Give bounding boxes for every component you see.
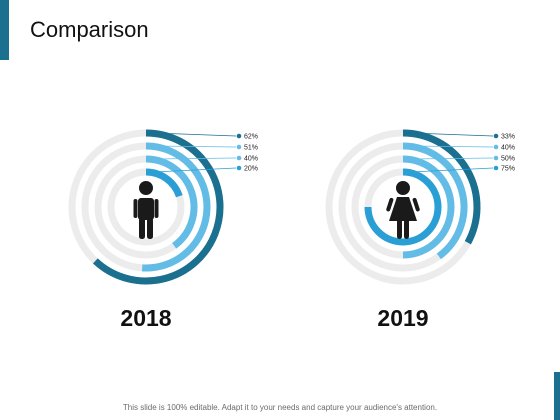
- leader-line: [403, 132, 494, 137]
- leader-dot: [493, 144, 499, 150]
- ring-arc-40: [402, 142, 468, 260]
- leader-line: [146, 157, 237, 160]
- corner-accent-mark: [554, 372, 560, 420]
- leader-dot: [236, 144, 242, 150]
- leader-dot: [493, 133, 499, 139]
- leader-line: [403, 157, 494, 160]
- ring-arc-40: [145, 155, 198, 249]
- leader-dot: [493, 165, 499, 171]
- female-person-icon: [386, 181, 420, 239]
- leader-line: [403, 167, 494, 173]
- leader-line: [146, 145, 237, 148]
- leader-line: [146, 167, 237, 173]
- leader-line: [146, 132, 237, 137]
- year-label: 2019: [377, 305, 428, 331]
- ring-label: 20%: [244, 166, 258, 173]
- ring-arc-50: [402, 155, 455, 259]
- year-label: 2018: [120, 305, 171, 331]
- radial-chart-2019: 33% 40% 50% 75% 2019: [325, 129, 515, 331]
- ring-arc-75: [364, 168, 442, 246]
- leader-dot: [236, 165, 242, 171]
- ring-label: 75%: [501, 166, 515, 173]
- leader-dot: [236, 133, 242, 139]
- ring-arc-62: [92, 129, 224, 285]
- ring-arc-51: [141, 142, 211, 272]
- ring-label: 51%: [244, 145, 258, 152]
- footer-note: This slide is 100% editable. Adapt it to…: [122, 403, 438, 412]
- leader-line: [403, 145, 494, 148]
- ring-label: 40%: [501, 145, 515, 152]
- leader-dot: [236, 155, 242, 161]
- ring-label: 33%: [501, 134, 515, 141]
- ring-label: 62%: [244, 134, 258, 141]
- ring-label: 40%: [244, 156, 258, 163]
- title-accent-bar: [0, 0, 9, 60]
- slide-title: Comparison: [30, 17, 149, 42]
- ring-label: 50%: [501, 156, 515, 163]
- male-person-icon: [133, 181, 159, 239]
- radial-chart-2018: 62% 51% 40% 20% 2018: [68, 129, 258, 331]
- leader-dot: [493, 155, 499, 161]
